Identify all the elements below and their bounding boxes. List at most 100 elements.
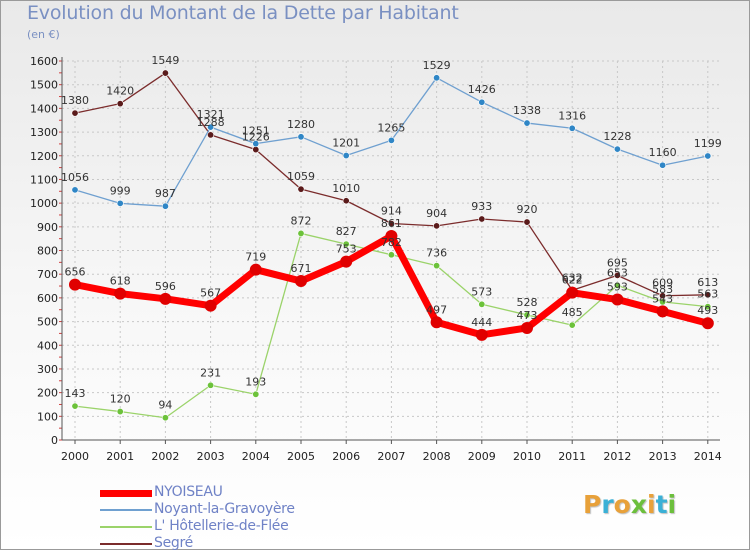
x-tick-label: 2006 xyxy=(332,450,360,463)
data-point xyxy=(207,131,215,139)
legend-label: NYOISEAU xyxy=(154,484,223,500)
data-label: 563 xyxy=(697,288,718,301)
data-label: 1420 xyxy=(106,85,134,98)
data-point xyxy=(342,240,350,248)
data-label: 1316 xyxy=(558,109,586,122)
data-point xyxy=(297,229,305,237)
data-point xyxy=(71,402,79,410)
legend-swatch xyxy=(100,526,152,528)
y-tick-label: 800 xyxy=(37,245,58,258)
data-label: 1056 xyxy=(61,171,89,184)
x-tick-label: 2007 xyxy=(377,450,405,463)
data-point xyxy=(704,303,712,311)
data-point xyxy=(116,408,124,416)
y-tick-label: 200 xyxy=(37,387,58,400)
data-point xyxy=(659,298,667,306)
y-tick-label: 400 xyxy=(37,339,58,352)
data-label: 999 xyxy=(110,184,131,197)
data-label: 1199 xyxy=(694,137,722,150)
data-point xyxy=(659,161,667,169)
data-point xyxy=(523,218,531,226)
data-label: 1059 xyxy=(287,170,315,183)
x-tick-label: 2010 xyxy=(513,450,541,463)
data-label: 609 xyxy=(652,277,673,290)
data-label: 753 xyxy=(336,243,357,256)
data-point xyxy=(342,197,350,205)
data-point xyxy=(478,300,486,308)
data-point xyxy=(207,123,215,131)
data-point xyxy=(385,230,398,243)
data-label: 143 xyxy=(65,387,86,400)
data-label: 920 xyxy=(517,203,538,216)
data-point xyxy=(523,119,531,127)
data-point xyxy=(478,215,486,223)
y-tick-label: 1400 xyxy=(30,102,58,115)
data-label: 632 xyxy=(562,271,583,284)
y-tick-label: 100 xyxy=(37,410,58,423)
data-label: 695 xyxy=(607,256,628,269)
data-label: 653 xyxy=(607,266,628,279)
x-tick-label: 2008 xyxy=(423,450,451,463)
data-point xyxy=(387,219,395,227)
data-label: 671 xyxy=(291,262,312,275)
data-label: 1426 xyxy=(468,83,496,96)
data-point xyxy=(523,311,531,319)
data-label: 1228 xyxy=(603,130,631,143)
data-point xyxy=(249,263,262,276)
logo-letter: r xyxy=(601,490,614,519)
data-label: 1380 xyxy=(61,94,89,107)
data-label: 656 xyxy=(65,266,86,279)
data-point xyxy=(342,152,350,160)
x-tick-label: 2012 xyxy=(603,450,631,463)
legend-swatch xyxy=(100,489,152,497)
data-label: 736 xyxy=(426,247,447,260)
data-point xyxy=(704,291,712,299)
data-label: 1201 xyxy=(332,137,360,150)
data-point xyxy=(114,287,127,300)
chart-title: Evolution du Montant de la Dette par Hab… xyxy=(27,2,459,24)
data-label: 613 xyxy=(697,276,718,289)
data-label: 444 xyxy=(471,316,492,329)
y-tick-label: 300 xyxy=(37,363,58,376)
data-label: 120 xyxy=(110,393,131,406)
data-labels: 1380 1420 1549 1288 1226 1059 1010 914 904 933 920… xyxy=(61,54,722,412)
data-point xyxy=(566,286,579,299)
data-point xyxy=(613,271,621,279)
legend-label: Segré xyxy=(154,535,193,551)
y-tick-label: 700 xyxy=(37,268,58,281)
data-point xyxy=(297,185,305,193)
y-tick-label: 500 xyxy=(37,316,58,329)
legend-label: Noyant-la-Gravoyère xyxy=(154,501,295,517)
data-label: 1226 xyxy=(242,131,270,144)
x-tick-label: 2011 xyxy=(558,450,586,463)
chart-unit: (en €) xyxy=(27,28,60,41)
data-label: 485 xyxy=(562,306,583,319)
data-label: 719 xyxy=(245,251,266,264)
series-lines xyxy=(69,69,714,422)
x-tick-label: 2004 xyxy=(242,450,270,463)
data-point xyxy=(613,281,621,289)
x-tick-label: 2003 xyxy=(197,450,225,463)
data-point xyxy=(521,321,533,334)
data-point xyxy=(297,133,305,141)
data-point xyxy=(71,186,79,194)
y-tick-label: 600 xyxy=(37,292,58,305)
y-tick-label: 1200 xyxy=(30,150,58,163)
data-label: 231 xyxy=(200,366,221,379)
data-label: 543 xyxy=(652,292,673,305)
logo-letter: P xyxy=(583,490,602,519)
data-point xyxy=(161,69,169,77)
data-label: 933 xyxy=(471,200,492,213)
data-label: 987 xyxy=(155,187,176,200)
x-tick-label: 2005 xyxy=(287,450,315,463)
data-label: 497 xyxy=(426,303,447,316)
data-point xyxy=(611,293,624,306)
data-point xyxy=(613,145,621,153)
legend-swatch xyxy=(100,543,152,545)
logo-letter: i xyxy=(667,490,677,519)
data-label: 914 xyxy=(381,204,402,217)
data-label: 618 xyxy=(110,275,131,288)
data-point xyxy=(701,317,714,330)
data-label: 1288 xyxy=(197,116,225,129)
